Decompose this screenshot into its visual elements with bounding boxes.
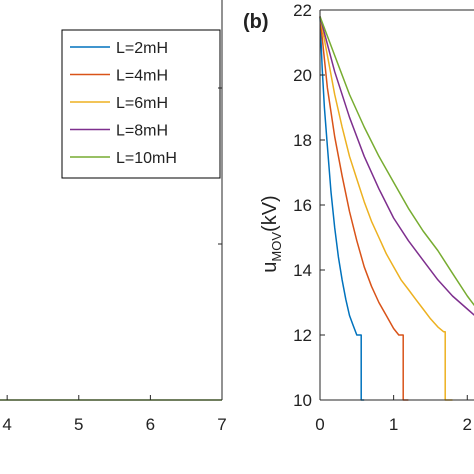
panel-a-x-tick-label: 4 [2,415,11,434]
series-line [319,16,474,316]
panel-b-x-tick-label: 2 [463,415,472,434]
panel-b-y-tick-label: 12 [293,326,312,345]
panel-b-label: (b) [243,11,269,33]
panel-a-x-tick-label: 5 [74,415,83,434]
legend-label: L=8mH [116,123,168,140]
panel-b-y-tick-label: 10 [293,391,312,410]
series-line [319,16,474,307]
panel-b-x-tick-label: 1 [389,415,398,434]
y-axis-title-main: u [259,262,281,273]
y-axis-title-unit: (kV) [259,195,281,232]
legend-box [61,29,221,179]
panel-b-y-tick-label: 22 [293,1,312,20]
series-line [319,16,365,401]
panel-b-x-tick-label: 0 [315,415,324,434]
panel-b-y-axis-title: uMOV(kV) [259,195,284,272]
panel-b-y-tick-label: 14 [293,261,312,280]
legend-label: L=10mH [116,150,177,167]
panel-a-x-tick-label: 6 [146,415,155,434]
legend-label: L=6mH [116,95,168,112]
panel-b-y-tick-label: 20 [293,66,312,85]
panel-a-axes: 4 5 6 7 [0,0,227,434]
legend-items: L=2mH L=4mH L=6mH L=8mH L=10mH [70,40,177,167]
panel-a-legend: L=2mH L=4mH L=6mH L=8mH L=10mH [61,29,221,179]
panel-b-y-tick-label: 18 [293,131,312,150]
panel-a-chart: L=2mH L=4mH L=6mH L=8mH L=10mH 4 5 6 7 [0,0,227,434]
panel-b-series-layer [319,16,474,401]
series-line [319,16,453,401]
legend-label: L=4mH [116,68,168,85]
legend-label: L=2mH [116,40,168,57]
panel-a-x-tick-label: 7 [217,415,226,434]
series-line [319,16,409,401]
panel-b-y-tick-label: 16 [293,196,312,215]
y-axis-title-subscript: MOV [269,232,284,262]
